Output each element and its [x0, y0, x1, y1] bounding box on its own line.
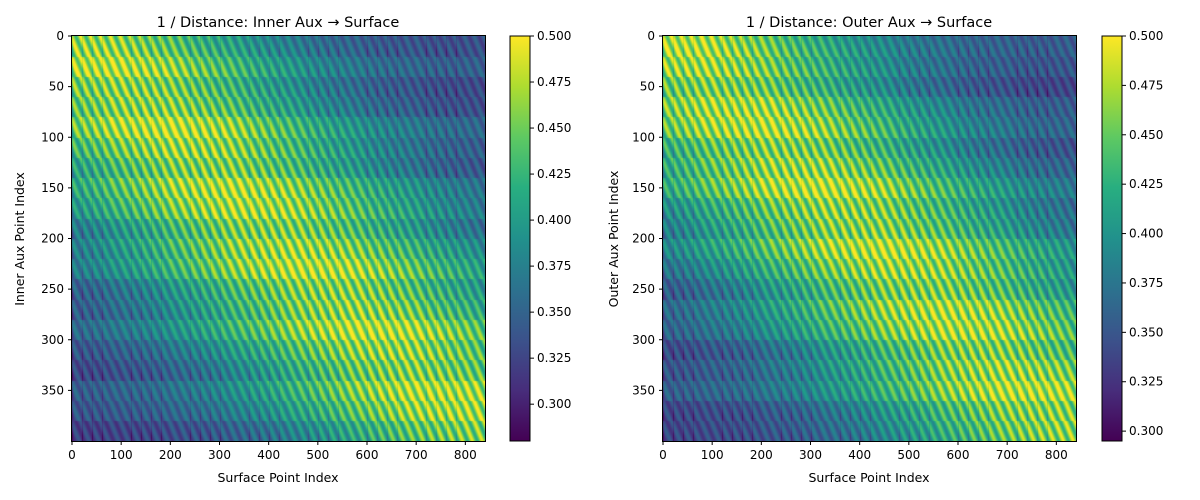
y-tick-label: 100 [41, 130, 64, 144]
x-tick-label: 800 [1045, 448, 1068, 462]
y-tick-label: 150 [41, 181, 64, 195]
colorbar-tick-label: 0.500 [1129, 29, 1163, 43]
colorbar-tick-label: 0.475 [537, 75, 571, 89]
colorbar-tick-label: 0.350 [1129, 325, 1163, 339]
x-tick-label: 600 [947, 448, 970, 462]
x-tick-label: 400 [848, 448, 871, 462]
colorbar-tick-label: 0.450 [1129, 128, 1163, 142]
y-tick-label: 300 [632, 333, 655, 347]
x-axis: 0 100 200 300 400 500 600 700 800 [659, 441, 1068, 462]
x-tick-label: 0 [659, 448, 667, 462]
y-tick-label: 350 [632, 383, 655, 397]
colorbar-tick-label: 0.425 [1129, 177, 1163, 191]
colorbar-tick-label: 0.500 [537, 29, 571, 43]
y-tick-label: 100 [632, 130, 655, 144]
colorbar-axis: 0.300 0.325 0.350 0.375 0.400 0.425 0.450 0.475… [1122, 29, 1163, 438]
x-tick-label: 500 [897, 448, 920, 462]
colorbar-tick-label: 0.325 [1129, 375, 1163, 389]
y-tick-label: 250 [632, 282, 655, 296]
colorbar-axis: 0.300 0.325 0.350 0.375 0.400 0.425 0.450 0.475… [530, 29, 571, 411]
colorbar-tick-label: 0.350 [537, 305, 571, 319]
y-tick-label: 250 [41, 282, 64, 296]
colorbar-tick-label: 0.450 [537, 121, 571, 135]
x-tick-label: 200 [159, 448, 182, 462]
colorbar-tick-label: 0.375 [537, 259, 571, 273]
heatmap-image [72, 36, 485, 441]
x-axis: 0 100 200 300 400 500 600 700 800 [68, 441, 477, 462]
x-tick-label: 800 [454, 448, 477, 462]
y-tick-label: 0 [56, 29, 64, 43]
chart-title: 1 / Distance: Inner Aux → Surface [157, 15, 400, 31]
x-tick-label: 400 [257, 448, 280, 462]
colorbar-tick-label: 0.425 [537, 167, 571, 181]
x-tick-label: 0 [68, 448, 76, 462]
y-tick-label: 50 [640, 80, 655, 94]
y-tick-label: 200 [632, 232, 655, 246]
x-tick-label: 100 [110, 448, 133, 462]
y-tick-label: 0 [647, 29, 655, 43]
heatmap-panel-outer: 1 / Distance: Outer Aux → Surface 0 100 20… [606, 15, 1163, 485]
colorbar-tick-label: 0.300 [1129, 424, 1163, 438]
y-axis-label: Inner Aux Point Index [12, 172, 27, 306]
y-tick-label: 150 [632, 181, 655, 195]
x-tick-label: 700 [996, 448, 1019, 462]
colorbar-tick-label: 0.325 [537, 351, 571, 365]
x-tick-label: 200 [750, 448, 773, 462]
colorbar-tick-label: 0.300 [537, 397, 571, 411]
x-tick-label: 700 [405, 448, 428, 462]
y-axis: 0 50 100 150 200 250 300 350 [41, 29, 72, 397]
y-tick-label: 50 [49, 80, 64, 94]
colorbar-tick-label: 0.400 [1129, 227, 1163, 241]
y-tick-label: 350 [41, 383, 64, 397]
x-axis-label: Surface Point Index [808, 470, 929, 485]
y-axis: 0 50 100 150 200 250 300 350 [632, 29, 663, 397]
y-tick-label: 300 [41, 333, 64, 347]
chart-title: 1 / Distance: Outer Aux → Surface [746, 15, 992, 31]
colorbar-tick-label: 0.375 [1129, 276, 1163, 290]
x-tick-label: 100 [701, 448, 724, 462]
colorbar-tick-label: 0.475 [1129, 78, 1163, 92]
x-tick-label: 500 [306, 448, 329, 462]
colorbar [509, 35, 531, 442]
colorbar [1101, 35, 1123, 442]
y-tick-label: 200 [41, 232, 64, 246]
heatmap-panel-inner: 1 / Distance: Inner Aux → Surface 0 100 20… [12, 15, 571, 485]
y-axis-label: Outer Aux Point Index [606, 171, 621, 308]
x-tick-label: 600 [356, 448, 379, 462]
colorbar-tick-label: 0.400 [537, 213, 571, 227]
x-tick-label: 300 [208, 448, 231, 462]
x-tick-label: 300 [799, 448, 822, 462]
heatmap-image [663, 36, 1076, 441]
x-axis-label: Surface Point Index [217, 470, 338, 485]
